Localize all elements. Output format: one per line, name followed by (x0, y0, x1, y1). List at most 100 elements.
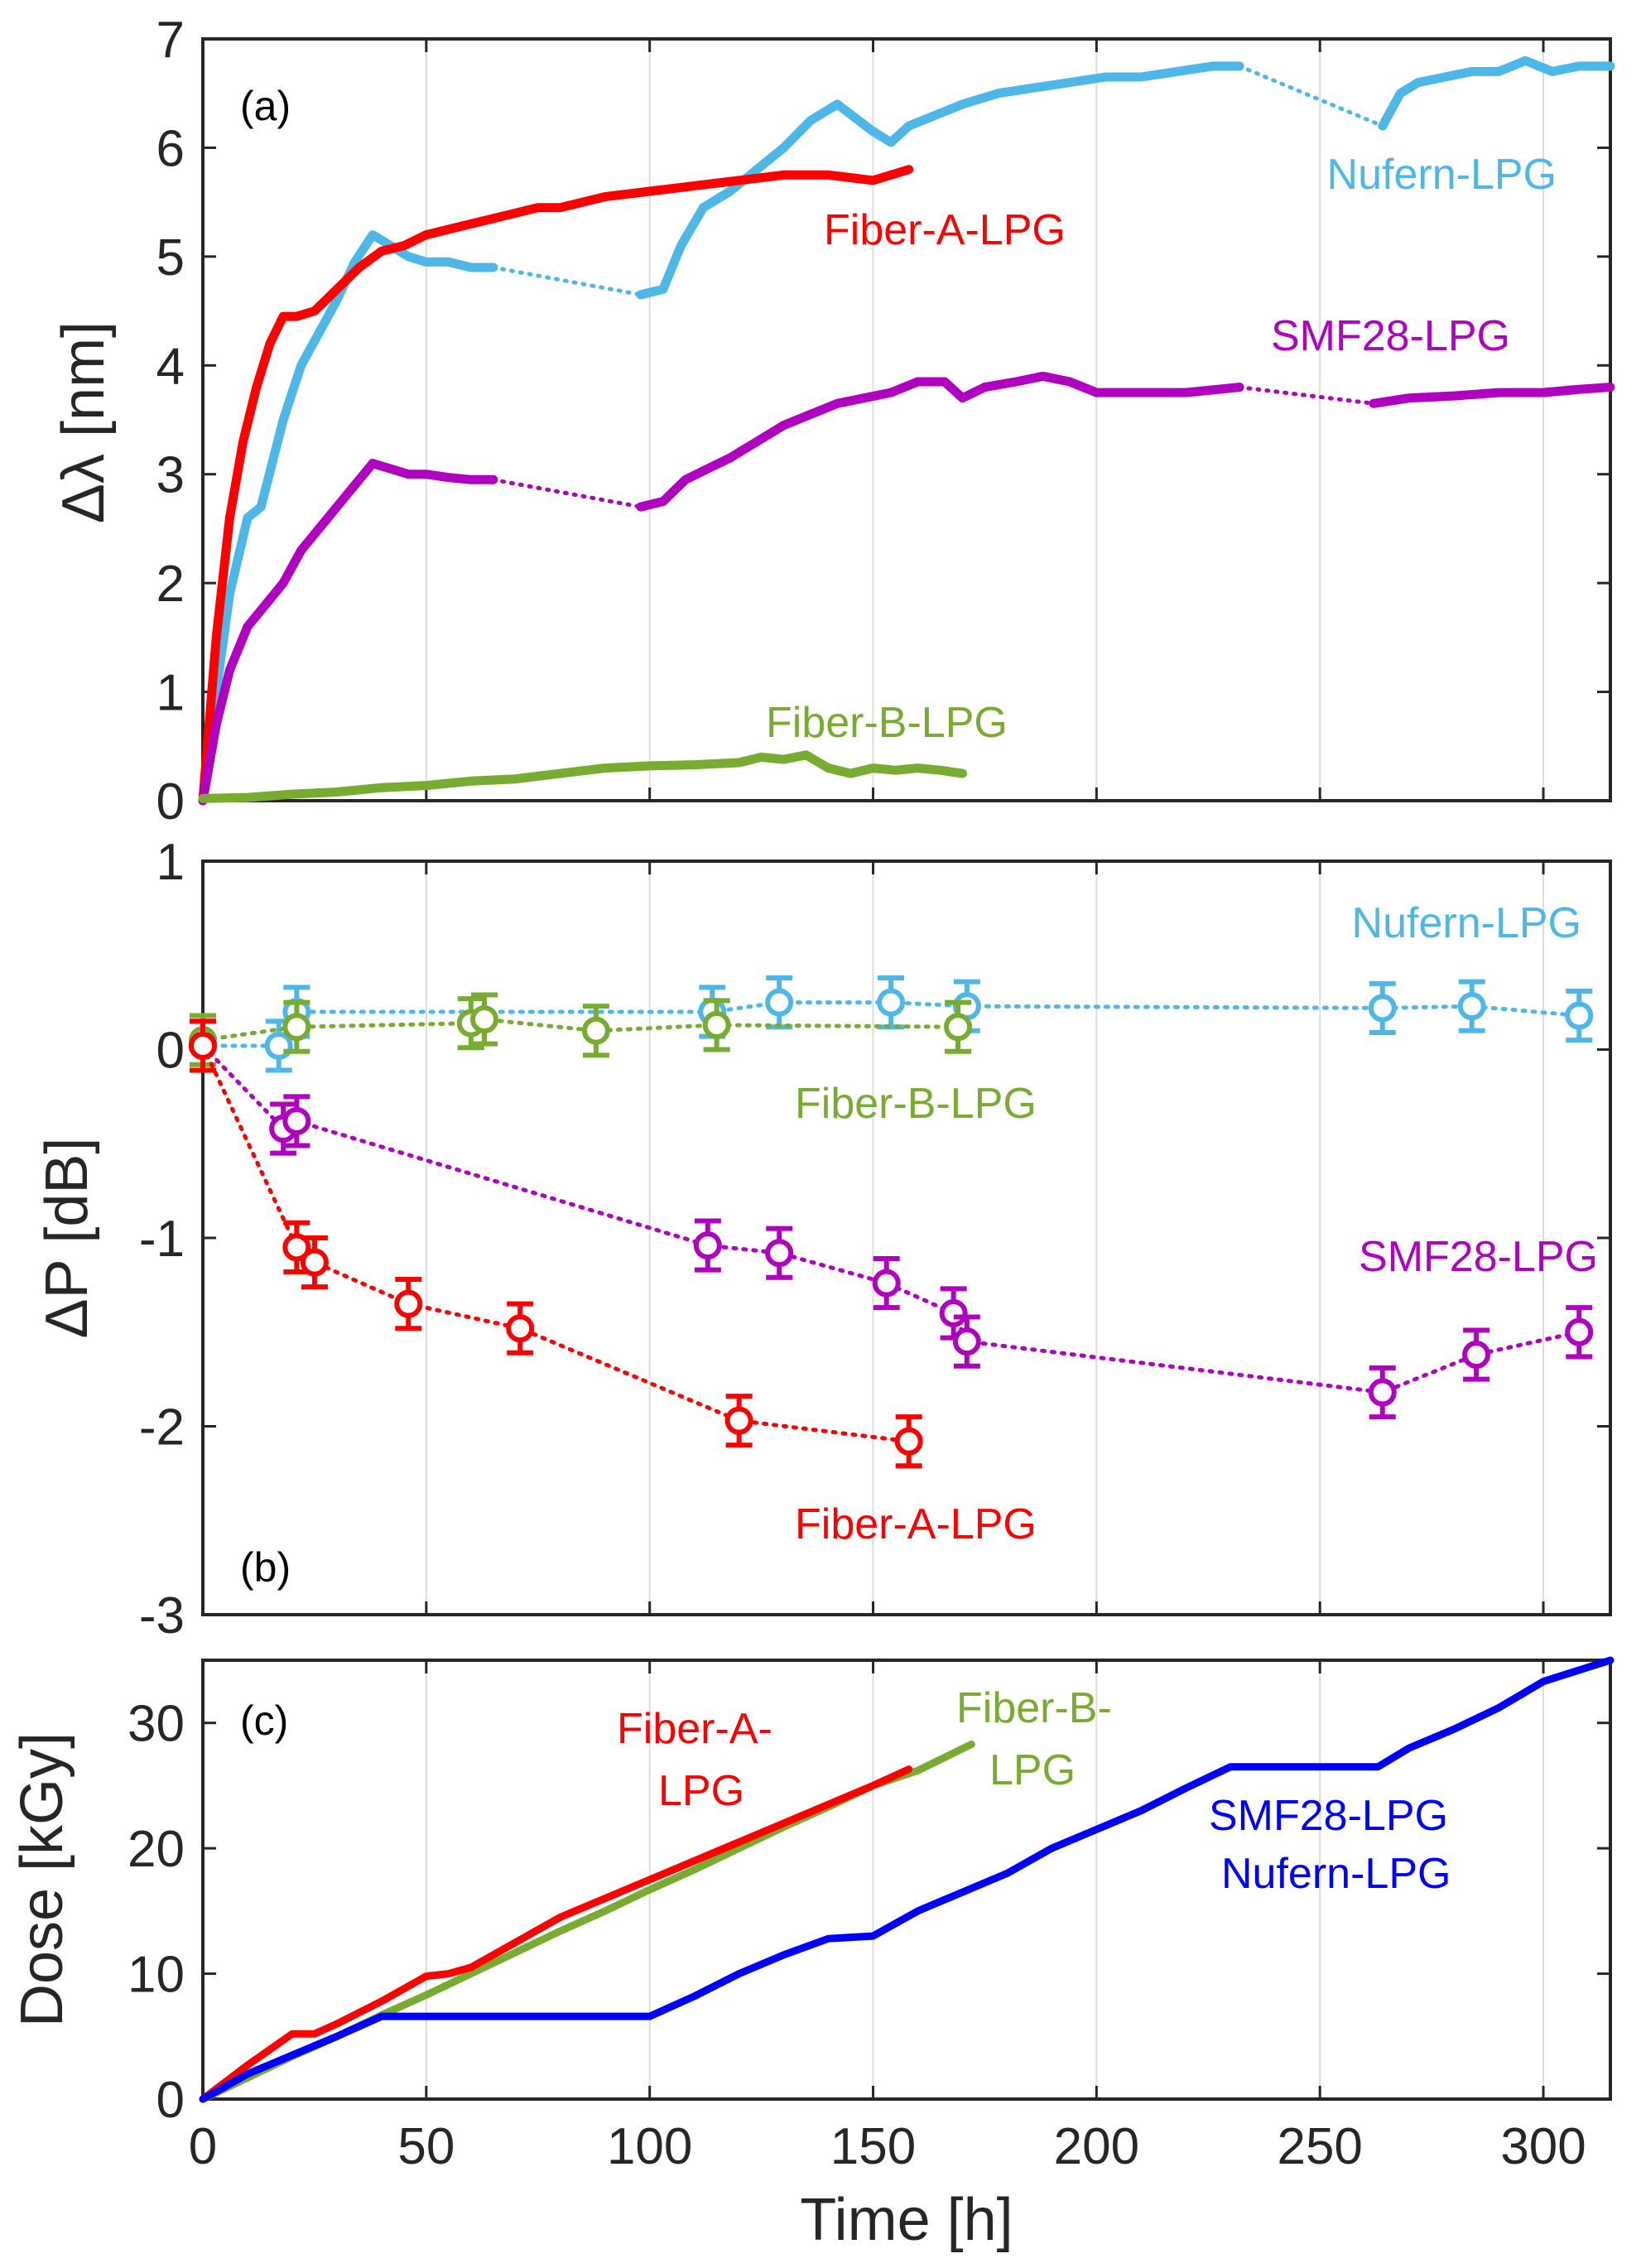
panel-c-dose: 0 10 20 30 Dose [kGy] (c) Fiber-B- LPG Fibe… (9, 1656, 1615, 2129)
data-point (1368, 1378, 1397, 1407)
x-tick-label: 300 (1500, 2118, 1586, 2175)
x-axis: 0 50 100 150 200 250 300 (189, 2118, 1586, 2175)
data-point (189, 1031, 217, 1060)
series-line-dotted (1237, 64, 1385, 128)
panel-a-plot-area (198, 55, 1615, 806)
panel-c-tag: (c) (240, 1697, 288, 1744)
y-tick-label: 7 (156, 12, 185, 69)
panel-b-plot-area (189, 975, 1594, 1469)
panel-c-label-fiber-b-line1: Fiber-B- (956, 1684, 1112, 1732)
data-point (506, 1314, 535, 1343)
data-point (952, 1327, 981, 1356)
x-axis-label: Time [h] (800, 2187, 1013, 2253)
series-smf28-lpg (198, 371, 1615, 806)
data-point (765, 1239, 794, 1268)
x-tick-label: 0 (189, 2118, 217, 2175)
series-line-dotted (1237, 385, 1376, 406)
data-point (693, 1231, 722, 1260)
y-tick-label: 0 (156, 1023, 185, 1080)
y-tick-label: 30 (128, 1696, 185, 1753)
y-tick-label: 20 (128, 1821, 185, 1878)
y-tick-label: 2 (156, 556, 185, 613)
panel-c-grid (425, 1660, 1545, 2099)
panel-b-grid (425, 861, 1545, 1615)
series-fiber-b-lpg (198, 750, 967, 803)
panel-a-label-fiber-a: Fiber-A-LPG (824, 206, 1066, 254)
data-point (1565, 1001, 1594, 1030)
data-point (282, 1233, 311, 1262)
panel-b-label-smf28: SMF28-LPG (1359, 1233, 1598, 1281)
y-tick-label: 10 (128, 1947, 185, 2004)
panel-a-ticks: 0 1 2 3 4 5 6 7 (156, 12, 1610, 831)
series-line-solid (1378, 55, 1615, 131)
data-point (282, 1013, 311, 1042)
panel-a-tag: (a) (240, 83, 291, 129)
panel-b-ylabel: ΔP [dB] (34, 1138, 100, 1339)
data-point (702, 1010, 731, 1039)
panel-c-label-fiber-a-line2: LPG (658, 1767, 744, 1815)
series-nufern-lpg (198, 55, 1615, 806)
y-tick-label: -2 (139, 1399, 185, 1457)
series-line-solid (636, 61, 1244, 300)
data-point (1368, 994, 1397, 1023)
data-point (724, 1406, 753, 1435)
y-tick-label: -3 (139, 1587, 185, 1644)
panel-b-power-change: -3 -2 -1 0 1 ΔP [dB] (b) Nufern-LPG Fiber-B-… (34, 834, 1612, 1644)
y-tick-label: 1 (156, 834, 185, 891)
panel-c-frame (201, 1659, 1612, 2101)
data-point (872, 1269, 901, 1298)
panel-a-label-nufern: Nufern-LPG (1327, 151, 1557, 199)
data-point (877, 988, 906, 1017)
panel-a-grid (425, 39, 1545, 801)
series-line-solid (636, 371, 1244, 512)
series-fiber-a-lpg (189, 1018, 923, 1469)
panel-a-wavelength-shift: 0 1 2 3 4 5 6 7 Δλ [nm] (a) Nufern-LPG Fiber-A-… (51, 12, 1615, 831)
panel-a-label-fiber-b: Fiber-B-LPG (766, 699, 1008, 747)
panel-b-label-nufern: Nufern-LPG (1352, 899, 1581, 947)
data-point (944, 1013, 973, 1042)
panel-c-label-fiber-a-line1: Fiber-A- (617, 1705, 772, 1753)
series-line-solid (198, 459, 498, 806)
panel-b-frame (201, 860, 1612, 1616)
y-tick-label: 5 (156, 229, 185, 287)
panel-c-label-combined-line1: SMF28-LPG (1209, 1792, 1448, 1840)
x-tick-label: 200 (1054, 2118, 1139, 2175)
series-line-solid (198, 165, 914, 806)
series-fiber-a-lpg (198, 165, 914, 806)
panel-c-ylabel: Dose [kGy] (9, 1732, 75, 2027)
data-point (470, 1005, 498, 1034)
y-tick-label: 3 (156, 447, 185, 504)
data-point (765, 988, 794, 1017)
y-tick-label: 6 (156, 120, 185, 177)
y-tick-label: 0 (156, 773, 185, 831)
panel-c-label-combined-line2: Nufern-LPG (1221, 1850, 1451, 1898)
series-line-dotted (491, 477, 643, 509)
data-point (300, 1248, 329, 1277)
panel-b-label-fiber-b: Fiber-B-LPG (795, 1080, 1037, 1128)
panel-b-ticks: -3 -2 -1 0 1 (139, 834, 1610, 1644)
panel-c-plot-area (199, 1656, 1615, 2103)
panel-c-label-fiber-b-line2: LPG (989, 1746, 1076, 1794)
series-connector (200, 1000, 1581, 1048)
series-line-solid (1369, 383, 1615, 408)
series-smf28-lpg (189, 1018, 1594, 1420)
x-tick-label: 150 (830, 2118, 916, 2175)
data-point (581, 1016, 610, 1045)
data-point (939, 1299, 968, 1327)
data-point (1457, 992, 1486, 1021)
series-line-solid (198, 750, 967, 803)
x-tick-label: 100 (607, 2118, 692, 2175)
panel-a-ylabel: Δλ [nm] (51, 321, 117, 523)
panel-b-label-fiber-a: Fiber-A-LPG (795, 1500, 1037, 1548)
y-tick-label: -1 (139, 1211, 185, 1268)
series-line-solid (198, 230, 498, 806)
panel-c-ticks: 0 10 20 30 (128, 1660, 1610, 2129)
series-fiber-a-lpg (199, 1765, 913, 2103)
data-point (394, 1289, 423, 1318)
y-tick-label: 4 (156, 338, 185, 395)
data-point (894, 1427, 923, 1456)
y-tick-label: 1 (156, 665, 185, 722)
panel-b-tag: (b) (240, 1544, 291, 1591)
series-line-solid (199, 1765, 913, 2103)
